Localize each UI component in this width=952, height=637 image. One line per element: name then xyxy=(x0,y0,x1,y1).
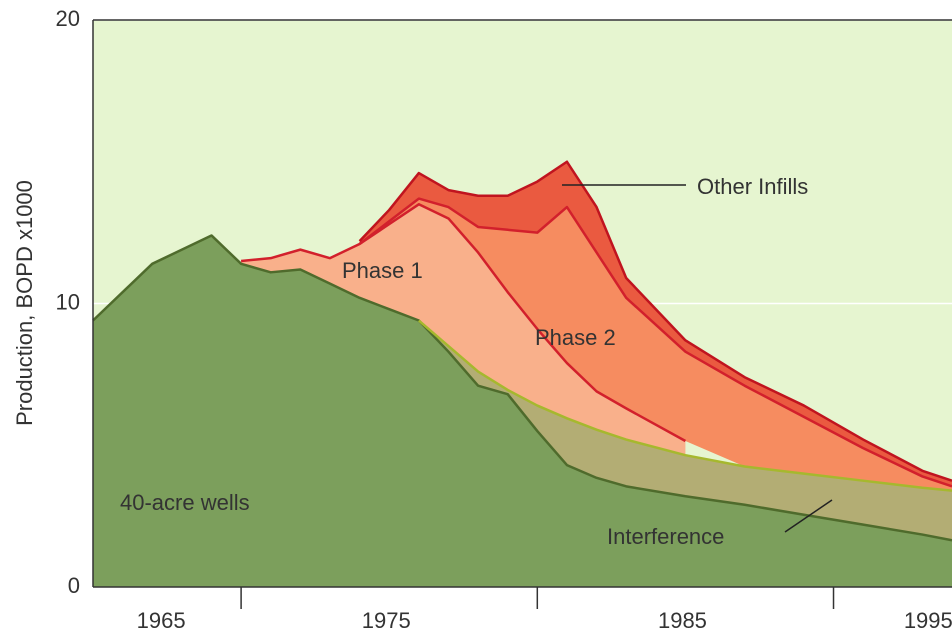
annotation: Phase 1 xyxy=(342,258,423,283)
annotation: Phase 2 xyxy=(535,325,616,350)
y-tick-label: 10 xyxy=(56,289,80,314)
x-tick-label: 1975 xyxy=(362,608,411,633)
area-top-line xyxy=(240,203,687,443)
annotation: Interference xyxy=(607,524,724,549)
x-tick-label: 1965 xyxy=(137,608,186,633)
area-top-line xyxy=(92,234,952,542)
area-top-line xyxy=(418,319,952,492)
area xyxy=(93,235,952,587)
area xyxy=(241,204,686,456)
annotation: 40-acre wells xyxy=(120,490,250,515)
x-tick-label: 1985 xyxy=(658,608,707,633)
y-tick-label: 20 xyxy=(56,6,80,31)
axes xyxy=(92,19,952,588)
annotation: Other Infills xyxy=(697,174,808,199)
y-axis-label: Production, BOPD x1000 xyxy=(12,180,37,426)
leader-line xyxy=(784,499,833,533)
area xyxy=(418,320,952,541)
y-tick-label: 0 xyxy=(68,573,80,598)
x-tick-label: 1995 xyxy=(904,608,952,633)
area-top-line xyxy=(358,197,952,488)
